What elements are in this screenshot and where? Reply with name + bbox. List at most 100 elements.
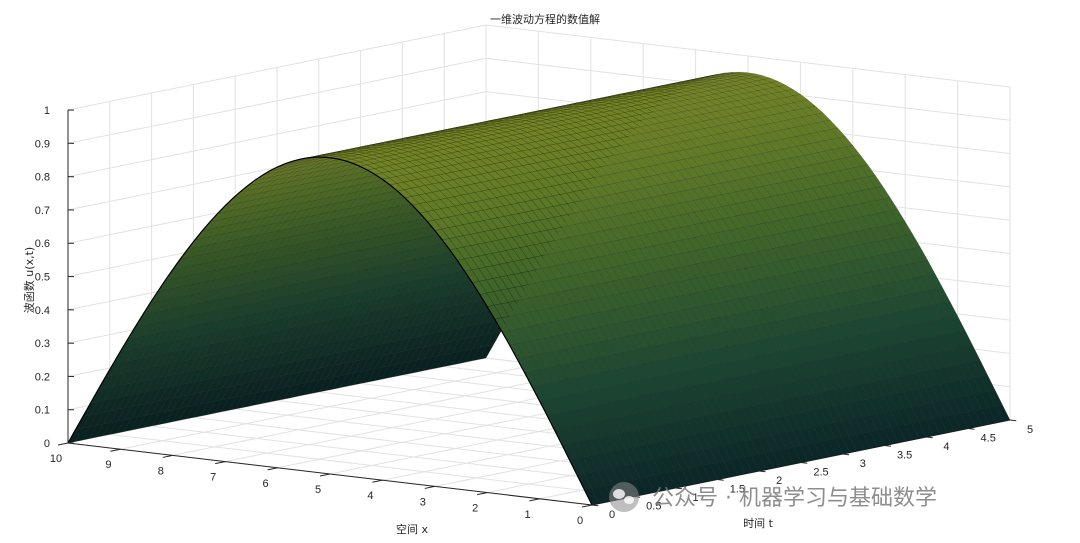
surface-patch [510, 202, 526, 214]
surface-patch [701, 221, 717, 235]
surface-patch [737, 240, 753, 255]
surface-patch [340, 349, 356, 365]
surface-patch [264, 207, 281, 218]
surface-patch [393, 240, 410, 254]
surface-patch [540, 127, 557, 134]
surface-patch [423, 343, 439, 360]
x-tick-label: 9 [105, 459, 111, 471]
surface-patch [574, 211, 590, 224]
surface-patch [223, 215, 239, 227]
surface-patch [546, 217, 562, 229]
surface-patch [194, 378, 210, 394]
surface-patch [675, 132, 691, 142]
surface-patch [467, 122, 482, 126]
surface-patch [156, 288, 173, 302]
surface-patch [301, 300, 317, 315]
surface-patch [328, 187, 344, 198]
surface-patch [681, 468, 697, 486]
surface-patch [388, 362, 404, 379]
surface-patch [316, 168, 332, 177]
x-tick [372, 479, 383, 483]
surface-patch [419, 276, 435, 291]
surface-patch [488, 179, 504, 189]
surface-patch [492, 142, 508, 150]
surface-patch [298, 357, 314, 373]
surface-patch [440, 272, 456, 287]
surface-patch [353, 369, 369, 386]
x-tick-label: 10 [50, 453, 62, 465]
surface-patch [322, 176, 338, 187]
surface-patch [351, 248, 368, 263]
surface-patch [418, 298, 434, 314]
surface-patch [286, 325, 302, 341]
surface-patch [561, 128, 578, 135]
surface-patch [404, 301, 420, 317]
surface-patch [328, 317, 344, 332]
surface-patch [478, 344, 494, 360]
surface-patch [470, 137, 486, 143]
surface-patch [413, 144, 430, 150]
surface-patch [286, 196, 302, 207]
surface-patch [361, 344, 377, 360]
surface-patch [462, 234, 478, 246]
surface-patch [743, 212, 759, 227]
surface-patch [89, 411, 105, 428]
surface-patch [383, 305, 399, 321]
surface-patch [406, 146, 423, 151]
surface-patch [336, 174, 352, 184]
surface-patch [667, 471, 683, 489]
surface-patch [303, 167, 318, 175]
surface-patch [800, 444, 816, 462]
surface-patch [320, 341, 336, 357]
surface-patch [395, 203, 412, 216]
surface-patch [240, 271, 256, 285]
surface-patch [659, 229, 675, 244]
surface-patch [482, 122, 498, 126]
surface-patch [412, 277, 428, 293]
surface-patch [386, 154, 403, 160]
surface-patch [723, 243, 739, 258]
surface-patch [362, 310, 378, 325]
surface-patch [387, 222, 404, 236]
surface-patch [239, 281, 256, 296]
surface-patch [328, 294, 345, 310]
surface-patch [342, 149, 358, 152]
surface-patch [765, 451, 781, 469]
surface-patch [288, 271, 305, 286]
surface-patch [811, 174, 827, 187]
x-tick [529, 498, 540, 502]
z-tick-label: 0 [44, 438, 50, 450]
surface-patch [130, 403, 147, 419]
surface-patch [258, 331, 274, 347]
surface-patch [446, 187, 462, 197]
z-tick-label: 0.4 [35, 305, 50, 317]
surface-patch [279, 315, 295, 331]
surface-patch [215, 362, 231, 378]
surface-patch [198, 289, 214, 304]
surface-patch [388, 213, 404, 226]
t-tick-label: 0 [609, 509, 615, 521]
surface-patch [181, 346, 197, 362]
surface-patch [671, 191, 687, 204]
surface-patch [497, 127, 514, 133]
surface-patch [429, 354, 446, 370]
surface-patch [784, 204, 801, 218]
z-tick-label: 0.2 [35, 371, 50, 383]
surface-patch [414, 245, 430, 260]
z-axis-label: 波函数 u(x,t) [23, 247, 36, 313]
surface-patch [216, 339, 232, 355]
surface-patch [322, 285, 338, 300]
surface-patch [498, 136, 515, 142]
surface-patch [602, 217, 618, 230]
surface-patch [165, 396, 181, 412]
surface-patch [326, 217, 342, 230]
surface-patch [877, 239, 893, 255]
surface-patch [144, 412, 160, 428]
t-tick [759, 470, 766, 473]
surface-patch [436, 352, 453, 369]
surface-patch [341, 191, 358, 203]
surface-patch [254, 258, 271, 272]
surface-patch [426, 274, 442, 290]
surface-patch [321, 318, 337, 334]
t-tick-label: 2.5 [813, 467, 828, 479]
